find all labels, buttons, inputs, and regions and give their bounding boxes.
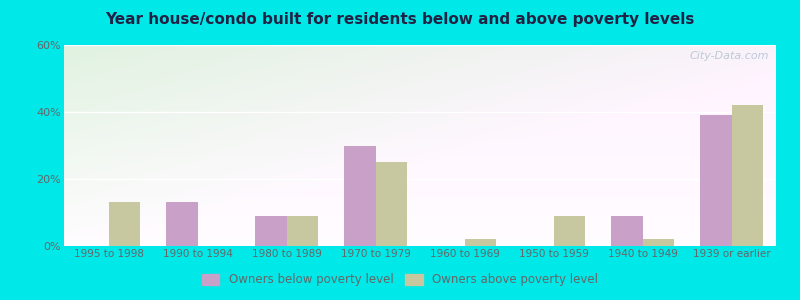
Bar (611, 216, 642, 246)
Bar (554, 216, 585, 246)
Legend: Owners below poverty level, Owners above poverty level: Owners below poverty level, Owners above… (197, 269, 603, 291)
Bar (375, 162, 406, 246)
Bar (642, 239, 674, 246)
Text: City-Data.com: City-Data.com (690, 51, 769, 61)
Text: Year house/condo built for residents below and above poverty levels: Year house/condo built for residents bel… (106, 12, 694, 27)
Bar (255, 216, 286, 246)
Bar (166, 202, 198, 246)
Bar (465, 239, 496, 246)
Bar (700, 115, 731, 246)
Bar (286, 216, 318, 246)
Bar (731, 105, 762, 246)
Bar (109, 202, 140, 246)
Bar (344, 146, 375, 246)
